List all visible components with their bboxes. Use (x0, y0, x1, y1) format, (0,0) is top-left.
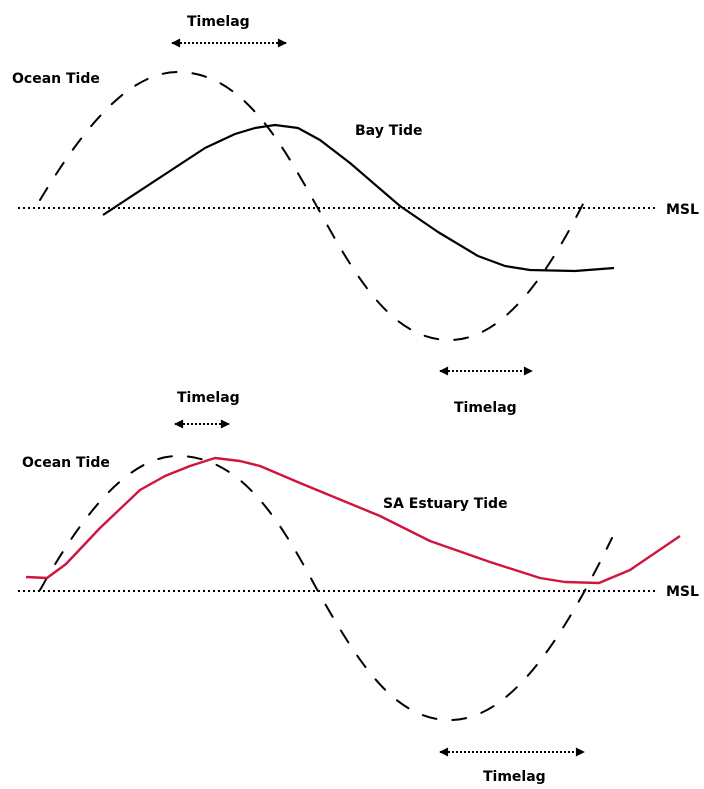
lower-estuary-tide-curve (25, 456, 681, 585)
lower-ocean-tide-curve (39, 454, 613, 722)
upper-timelag-top-label: Timelag (187, 14, 250, 30)
upper-ocean-tide-curve (39, 70, 586, 342)
upper-timelag-bottom-label: Timelag (454, 400, 517, 416)
lower-timelag-top-label: Timelag (177, 390, 240, 406)
lower-ocean-tide-label: Ocean Tide (22, 455, 110, 471)
lower-panel: Timelag Ocean Tide SA Estuary Tide MSL T… (18, 390, 699, 785)
upper-msl-label: MSL (666, 202, 699, 218)
upper-panel: Timelag Ocean Tide Bay Tide MSL Timelag (12, 14, 699, 416)
lower-msl-label: MSL (666, 584, 699, 600)
upper-bay-tide-label: Bay Tide (355, 123, 423, 139)
upper-bay-tide-curve (102, 123, 615, 273)
upper-ocean-tide-label: Ocean Tide (12, 71, 100, 87)
lower-estuary-tide-label: SA Estuary Tide (383, 496, 508, 512)
lower-timelag-bottom-label: Timelag (483, 769, 546, 785)
